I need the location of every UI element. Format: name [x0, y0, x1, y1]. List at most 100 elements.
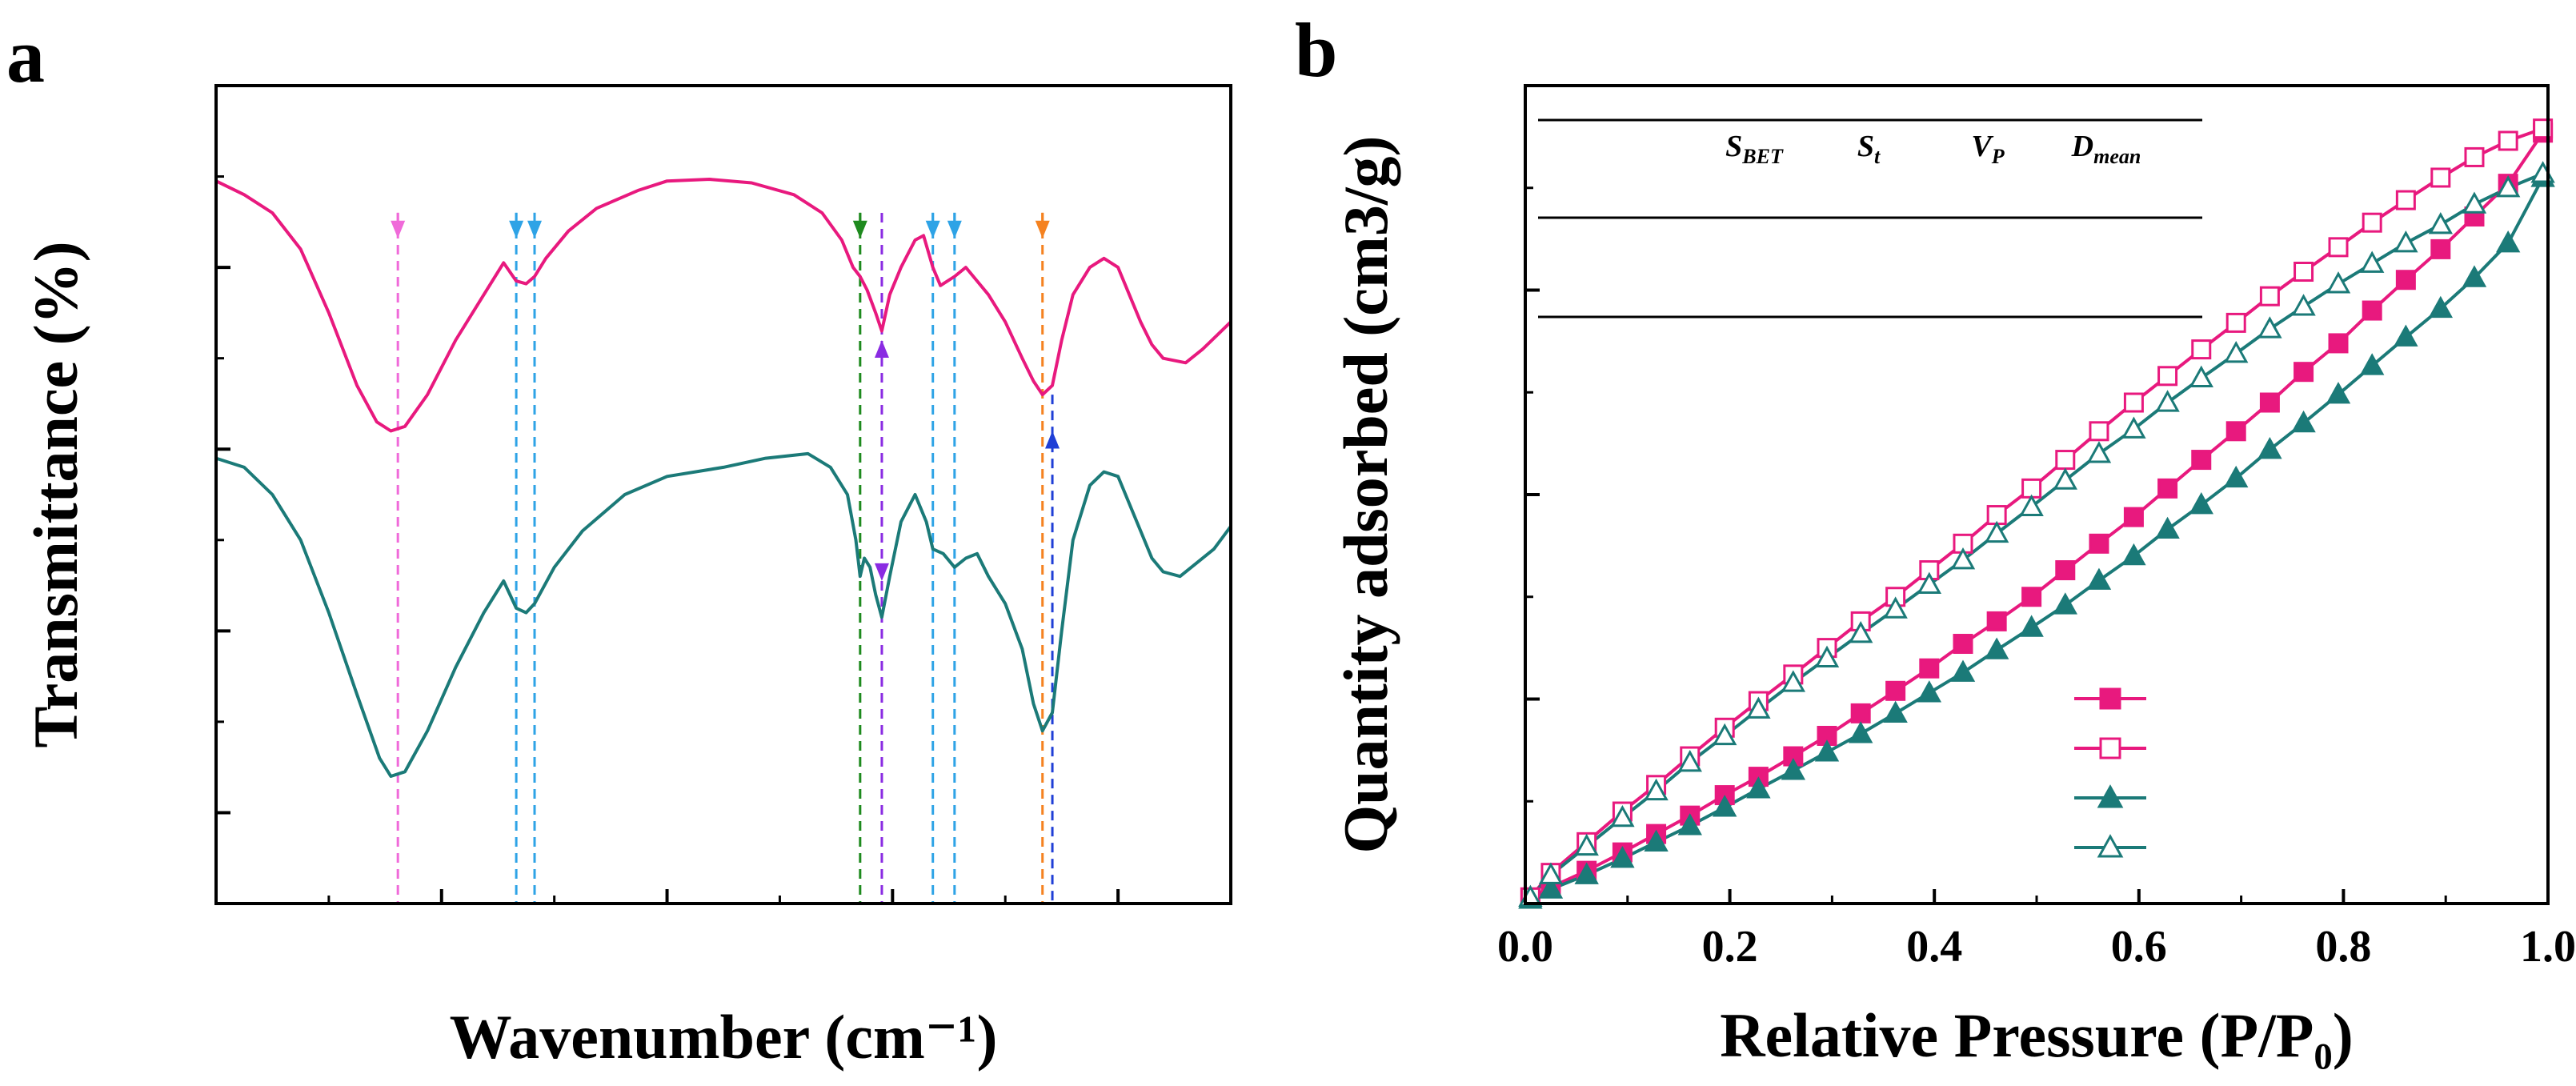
- panel-a: a Wavenumber (cm⁻¹) Transmittance (%): [6, 13, 1232, 1072]
- data-point-pca-nip-adsorption: [1610, 846, 1635, 868]
- data-point-pca-mip-adsorption: [1885, 680, 1906, 701]
- data-point-pca-nip-desorption: [1814, 645, 1840, 668]
- data-point-pca-mip-desorption: [2089, 421, 2109, 442]
- legend-marker-pca-mip-desorption: [2099, 737, 2121, 759]
- data-point-pca-nip-adsorption: [2258, 437, 2282, 459]
- data-point-pca-nip-desorption: [1713, 723, 1737, 746]
- panel-b-data-layer: [1518, 118, 2555, 909]
- panel-b-y-axis-label: Quantity adsorbed (cm3/g): [1331, 136, 1400, 854]
- data-point-pca-nip-desorption: [1574, 833, 1599, 856]
- data-point-pca-nip-desorption: [1538, 862, 1564, 884]
- data-point-pca-nip-desorption: [1781, 670, 1806, 692]
- data-point-pca-nip-desorption: [2326, 271, 2351, 294]
- data-point-pca-nip-adsorption: [2019, 615, 2044, 637]
- data-point-pca-mip-desorption: [2362, 212, 2382, 233]
- annotation-arrow: [874, 339, 889, 358]
- data-point-pca-mip-desorption: [2259, 286, 2280, 307]
- table-header-subscript: mean: [2093, 145, 2141, 168]
- data-point-pca-nip-adsorption: [1746, 776, 1771, 799]
- legend-marker-pca-nip-adsorption: [2097, 784, 2124, 808]
- data-point-pca-nip-adsorption: [1917, 680, 1942, 703]
- panel-b: b 0.0 0.2 0.4 0.6 0.8 1.0 SBET St VP Dmean Relat…: [1295, 7, 2576, 1070]
- panel-a-data-layer: [215, 178, 1232, 904]
- table-header-subscript: t: [1874, 145, 1881, 168]
- data-point-pca-mip-desorption: [2464, 146, 2485, 167]
- legend-marker-pca-nip-desorption: [2097, 834, 2124, 858]
- annotation-arrow: [874, 563, 889, 581]
- data-point-pca-nip-adsorption: [1883, 700, 1908, 723]
- data-point-pca-mip-adsorption: [2294, 362, 2314, 383]
- data-point-pca-mip-desorption: [2157, 366, 2178, 387]
- data-point-pca-mip-desorption: [2191, 339, 2212, 360]
- data-point-pca-nip-desorption: [2495, 175, 2521, 198]
- data-point-pca-nip-desorption: [2258, 316, 2282, 339]
- table-header-main: D: [2071, 130, 2093, 163]
- panel-b-inset-table: SBET St VP Dmean: [1538, 118, 2202, 319]
- data-point-pca-nip-adsorption: [2224, 465, 2249, 488]
- data-point-pca-mip-adsorption: [2430, 238, 2451, 259]
- x-tick-label: 0.8: [2315, 922, 2371, 972]
- panel-a-plot-frame: [214, 84, 1232, 905]
- data-point-pca-nip-adsorption: [1781, 758, 1806, 780]
- table-header-main: V: [1971, 130, 1993, 163]
- table-header-main: S: [1857, 130, 1874, 163]
- spectrum-line-pca-nip: [215, 451, 1232, 778]
- data-point-pca-nip-adsorption: [2189, 492, 2213, 515]
- table-header-subscript: P: [1991, 145, 2005, 168]
- data-point-pca-nip-adsorption: [2394, 324, 2418, 347]
- data-point-pca-nip-desorption: [2428, 212, 2454, 234]
- data-point-pca-nip-adsorption: [2155, 516, 2180, 539]
- panel-a-axes: [214, 84, 1232, 904]
- data-point-pca-nip-desorption: [1644, 778, 1669, 801]
- data-point-pca-nip-desorption: [2394, 230, 2418, 253]
- data-point-pca-nip-adsorption: [2053, 592, 2077, 615]
- legend-marker-pca-mip-adsorption: [2099, 687, 2121, 710]
- panel-b-legend: [2074, 687, 2146, 858]
- data-point-pca-mip-adsorption: [2395, 270, 2416, 291]
- data-point-pca-mip-adsorption: [1850, 703, 1871, 723]
- data-point-pca-nip-desorption: [1677, 749, 1702, 772]
- data-point-pca-nip-desorption: [1746, 696, 1771, 719]
- data-point-pca-mip-adsorption: [1986, 611, 2007, 631]
- data-point-pca-nip-adsorption: [2359, 353, 2385, 375]
- table-header-symbol: Dmean: [2071, 130, 2141, 168]
- data-point-pca-nip-adsorption: [1814, 739, 1840, 762]
- data-point-pca-mip-adsorption: [2225, 421, 2246, 442]
- data-point-pca-nip-desorption: [1883, 596, 1908, 619]
- data-point-pca-nip-adsorption: [2086, 567, 2112, 590]
- table-header-symbol: VP: [1971, 130, 2005, 168]
- spectrum-line-pca-mip: [215, 178, 1232, 433]
- panel-a-x-axis-label: Wavenumber (cm⁻¹): [450, 1002, 998, 1072]
- data-point-pca-mip-adsorption: [1953, 634, 1973, 655]
- panel-b-x-axis-label: Relative Pressure (P/P₀): [1720, 1000, 2354, 1070]
- panel-b-axes: 0.0 0.2 0.4 0.6 0.8 1.0: [1497, 84, 2576, 972]
- data-point-pca-nip-desorption: [2053, 467, 2077, 490]
- data-point-pca-mip-adsorption: [2123, 507, 2144, 527]
- data-point-pca-mip-desorption: [2430, 167, 2451, 188]
- data-point-pca-nip-desorption: [2359, 250, 2385, 273]
- data-point-pca-mip-desorption: [2395, 190, 2416, 210]
- data-point-pca-nip-adsorption: [1950, 659, 1976, 682]
- data-point-pca-mip-adsorption: [2259, 392, 2280, 413]
- data-point-pca-nip-adsorption: [1713, 795, 1737, 817]
- data-point-pca-nip-desorption: [1848, 621, 1873, 643]
- data-point-pca-nip-adsorption: [2291, 410, 2316, 433]
- data-point-pca-nip-desorption: [1950, 547, 1976, 570]
- data-point-pca-nip-desorption: [2019, 494, 2044, 516]
- data-point-pca-nip-desorption: [2086, 441, 2112, 463]
- data-point-pca-nip-adsorption: [1538, 876, 1564, 899]
- panel-a-y-axis-label: Transmittance (%): [21, 241, 90, 747]
- data-point-pca-nip-desorption: [2155, 390, 2180, 412]
- data-point-pca-nip-adsorption: [1574, 862, 1599, 884]
- data-point-pca-nip-adsorption: [1644, 829, 1669, 852]
- data-point-pca-nip-adsorption: [1984, 637, 2009, 659]
- data-point-pca-nip-desorption: [2224, 340, 2249, 363]
- x-tick-label: 0.6: [2111, 922, 2167, 972]
- data-point-pca-nip-desorption: [1610, 804, 1635, 828]
- data-point-pca-nip-desorption: [2291, 294, 2316, 316]
- data-point-pca-mip-desorption: [2055, 450, 2076, 471]
- x-tick-label: 0.4: [1906, 922, 1962, 972]
- data-point-pca-nip-adsorption: [1848, 721, 1873, 743]
- x-tick-label: 0.2: [1702, 922, 1758, 972]
- data-point-pca-mip-adsorption: [2089, 533, 2109, 554]
